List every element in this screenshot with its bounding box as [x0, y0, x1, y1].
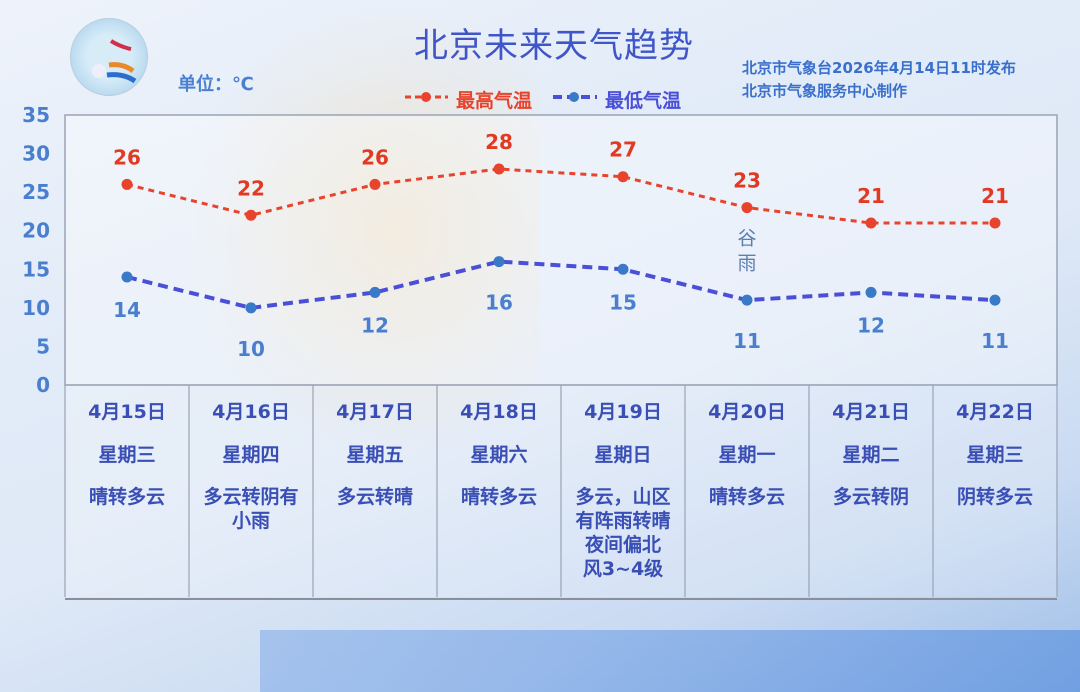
date-label: 4月22日 — [956, 401, 1034, 423]
series-line-low — [126, 259, 996, 310]
date-label: 4月18日 — [460, 401, 538, 423]
y-tick-label: 5 — [36, 334, 50, 358]
weather-description: 风3~4级 — [582, 558, 664, 580]
weather-description: 多云转阴有 — [203, 486, 299, 508]
y-tick-label: 10 — [22, 296, 50, 320]
data-label-high: 27 — [609, 138, 637, 162]
date-label: 4月17日 — [336, 401, 414, 423]
data-label-high: 26 — [361, 145, 389, 169]
data-point-low — [121, 271, 133, 283]
data-label-low: 12 — [361, 313, 389, 337]
y-tick-label: 15 — [22, 257, 50, 281]
data-label-low: 15 — [609, 290, 637, 314]
data-label-high: 26 — [113, 145, 141, 169]
data-label-high: 22 — [237, 176, 265, 200]
y-tick-label: 30 — [22, 142, 50, 166]
weather-description: 多云转阴 — [832, 486, 909, 508]
weekday-label: 星期三 — [966, 444, 1024, 466]
weather-description: 小雨 — [231, 510, 270, 532]
data-point-low — [617, 263, 629, 275]
solar-term-annotation: 雨 — [737, 253, 756, 275]
meteorological-service-logo — [70, 18, 148, 96]
data-label-low: 12 — [857, 313, 885, 337]
chart-title: 北京未来天气趋势 — [414, 26, 694, 66]
weather-description: 多云转晴 — [336, 486, 413, 508]
data-point-low — [493, 256, 505, 268]
data-label-low: 11 — [733, 329, 761, 353]
y-tick-label: 0 — [36, 373, 50, 397]
weather-description: 晴转多云 — [460, 486, 537, 508]
data-label-low: 16 — [485, 291, 513, 315]
data-label-high: 23 — [733, 169, 761, 193]
data-label-low: 14 — [113, 298, 141, 322]
y-tick-label: 35 — [22, 103, 50, 127]
data-label-high: 21 — [857, 184, 885, 208]
legend-high-label: 最高气温 — [456, 90, 533, 112]
data-label-low: 10 — [237, 337, 265, 361]
data-point-low — [741, 294, 753, 306]
solar-term-annotation: 谷 — [737, 228, 756, 250]
data-point-high — [617, 171, 629, 183]
data-point-high — [245, 209, 257, 221]
data-point-low — [245, 302, 257, 314]
data-label-low: 11 — [981, 329, 1009, 353]
weekday-label: 星期六 — [470, 444, 528, 466]
date-label: 4月19日 — [584, 401, 662, 423]
data-point-high — [741, 202, 753, 214]
weekday-label: 星期三 — [98, 444, 156, 466]
data-point-high — [865, 217, 877, 229]
date-label: 4月16日 — [212, 401, 290, 423]
series-line-high — [126, 167, 995, 225]
weather-description: 多云，山区 — [575, 486, 671, 508]
weekday-label: 星期四 — [222, 444, 280, 466]
date-label: 4月15日 — [88, 401, 166, 423]
weekday-label: 星期二 — [842, 444, 900, 466]
weekday-label: 星期一 — [718, 444, 776, 466]
data-point-low — [369, 286, 381, 298]
publisher-line-1: 北京市气象台2026年4月14日11时发布 — [742, 59, 1016, 77]
data-label-high: 21 — [981, 184, 1009, 208]
weather-description: 夜间偏北 — [584, 534, 661, 556]
data-point-high — [493, 163, 505, 175]
y-tick-label: 20 — [22, 219, 50, 243]
data-point-high — [121, 178, 133, 190]
data-point-high — [369, 178, 381, 190]
date-label: 4月20日 — [708, 401, 786, 423]
weekday-label: 星期五 — [346, 444, 404, 466]
legend-low-label: 最低气温 — [605, 90, 682, 112]
plot-area — [64, 114, 1058, 386]
weather-description: 阴转多云 — [956, 486, 1033, 508]
data-point-high — [989, 217, 1001, 229]
y-tick-label: 25 — [22, 180, 50, 204]
unit-label: 单位：℃ — [178, 74, 254, 95]
date-label: 4月21日 — [832, 401, 910, 423]
weather-description: 晴转多云 — [88, 486, 165, 508]
data-label-high: 28 — [485, 130, 513, 154]
data-point-low — [989, 294, 1001, 306]
background-glow — [180, 0, 540, 460]
background-bar — [260, 630, 1080, 692]
weather-description: 晴转多云 — [708, 486, 785, 508]
weather-description: 有阵雨转晴 — [575, 510, 671, 532]
publisher-line-2: 北京市气象服务中心制作 — [742, 82, 908, 100]
data-point-low — [865, 286, 877, 298]
weekday-label: 星期日 — [594, 444, 652, 466]
